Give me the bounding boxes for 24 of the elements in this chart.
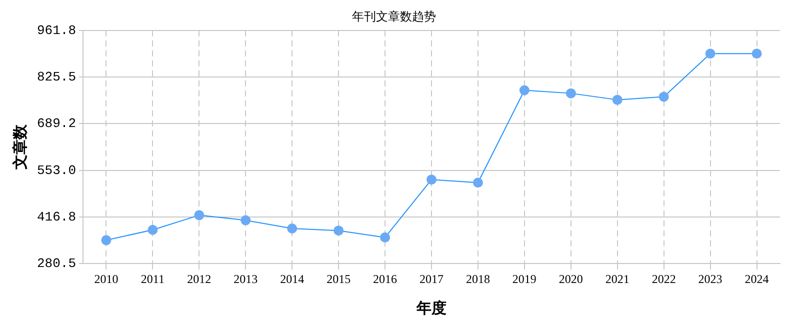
chart-title: 年刊文章数趋势 xyxy=(352,9,436,24)
x-tick-label: 2016 xyxy=(373,272,398,286)
y-tick-label: 553.0 xyxy=(36,162,76,178)
x-tick-label: 2010 xyxy=(94,272,118,286)
x-tick-label: 2020 xyxy=(558,272,583,286)
y-tick-label: 416.8 xyxy=(36,209,76,224)
x-tick-label: 2017 xyxy=(420,272,444,286)
y-axis-title: 文章数 xyxy=(10,124,29,170)
y-tick-label: 689.2 xyxy=(36,116,76,132)
x-tick-label: 2012 xyxy=(187,272,212,286)
x-axis-title: 年度 xyxy=(416,298,447,317)
y-tick-label: 825.5 xyxy=(36,69,76,84)
x-tick-label: 2014 xyxy=(280,272,304,286)
x-tick-label: 2021 xyxy=(605,272,630,286)
x-tick-label: 2022 xyxy=(652,272,676,286)
x-tick-label: 2023 xyxy=(698,272,722,286)
y-tick-label: 280.5 xyxy=(36,256,76,272)
x-tick-label: 2011 xyxy=(140,272,164,286)
x-tick-label: 2019 xyxy=(512,272,536,286)
x-tick-label: 2024 xyxy=(744,272,769,286)
x-tick-label: 2013 xyxy=(234,272,258,286)
y-tick-label: 961.8 xyxy=(36,22,76,38)
x-tick-label: 2018 xyxy=(466,272,490,286)
x-tick-label: 2015 xyxy=(326,272,351,286)
